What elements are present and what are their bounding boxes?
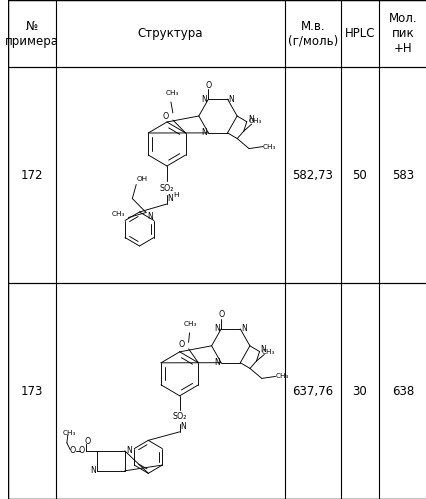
Text: CH₃: CH₃ [261,349,274,355]
Text: Мол.
пик
+H: Мол. пик +H [388,12,416,55]
Text: CH₃: CH₃ [165,90,178,96]
Text: N: N [90,467,96,476]
Text: N: N [247,115,253,124]
Text: N: N [167,194,173,203]
Text: CH₃: CH₃ [62,430,75,436]
Text: N: N [126,446,131,455]
Text: 50: 50 [352,169,366,182]
Text: O: O [162,111,169,120]
Text: 583: 583 [391,169,413,182]
Text: Структура: Структура [137,27,203,40]
Text: O: O [205,81,211,90]
Text: O: O [218,310,224,319]
Text: N: N [147,212,153,221]
Text: SO₂: SO₂ [159,184,174,193]
Bar [8,283,426,499]
Text: CH₃: CH₃ [112,211,125,217]
Text: CH₃: CH₃ [275,373,288,379]
Bar [8,67,426,283]
Text: O: O [84,437,90,446]
Text: 638: 638 [391,385,413,398]
Text: N: N [179,422,185,431]
Text: 637,76: 637,76 [291,385,333,398]
Text: HPLC: HPLC [344,27,374,40]
Text: №
примера: № примера [5,19,59,48]
Text: N: N [201,128,207,137]
Text: N: N [201,95,207,104]
Text: CH₃: CH₃ [248,118,262,124]
Text: H: H [173,192,178,198]
Text: O: O [69,446,75,455]
Text: CH₃: CH₃ [262,144,276,150]
Text: CH₃: CH₃ [184,321,197,327]
Text: М.в.
(г/моль): М.в. (г/моль) [287,19,337,48]
Text: N: N [228,95,234,104]
Text: N: N [214,324,219,333]
Text: N: N [260,345,266,354]
Text: N: N [214,358,219,367]
Text: O: O [79,446,85,455]
Text: N: N [241,324,247,333]
Text: SO₂: SO₂ [172,412,187,421]
Text: OH: OH [136,176,147,182]
Text: O: O [178,340,184,349]
Bar [8,0,426,67]
Text: 30: 30 [352,385,366,398]
Text: 582,73: 582,73 [292,169,332,182]
Text: 173: 173 [21,385,43,398]
Text: 172: 172 [21,169,43,182]
